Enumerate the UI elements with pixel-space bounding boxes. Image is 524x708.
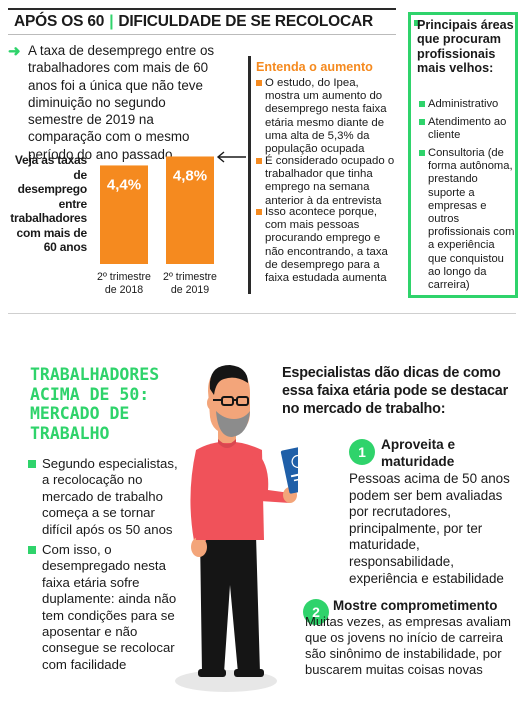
- tip-text: Muitas vezes, as empresas avaliam que os…: [305, 614, 511, 677]
- chart-data-label-2019: 4,8%: [173, 167, 207, 184]
- bottom-title-line: TRABALHADORES: [30, 365, 160, 384]
- entenda-divider-bar: [248, 56, 251, 294]
- man-holding-work-card-illustration: [175, 365, 298, 692]
- tip-title: Mostre comprometimento: [333, 598, 498, 613]
- areas-box: [408, 12, 518, 298]
- areas-item-text: Consultoria (de forma autônoma, prestand…: [428, 147, 515, 292]
- tip-number-badge: 2: [303, 599, 329, 625]
- bullet-square-icon: [28, 546, 36, 554]
- areas-item-text: Administrativo: [428, 98, 499, 110]
- bottom-list-item: Com isso, o desempregado nesta faixa etá…: [28, 542, 188, 673]
- section-header: APÓS OS 60 | DIFICULDADE DE SE RECOLOCAR: [14, 13, 373, 31]
- tips-header: Especialistas dão dicas de como essa fai…: [282, 365, 508, 417]
- bullet-square-icon: [414, 20, 420, 26]
- areas-item: Atendimento ao cliente: [419, 116, 516, 142]
- header-top-rule: [8, 8, 396, 10]
- chart-data-label-2018: 4,4%: [107, 176, 141, 193]
- tip-number-badge: 1: [349, 439, 375, 465]
- header-right-text: DIFICULDADE DE SE RECOLOCAR: [118, 13, 373, 30]
- entenda-item: É considerado ocupado o trabalhador que …: [256, 155, 396, 208]
- chart-bar-2018: [100, 165, 148, 264]
- bottom-title-top: TRABALHADORES ACIMA DE 50:: [30, 365, 159, 404]
- bullet-square-icon: [256, 158, 262, 164]
- bottom-list-item-text: Segundo especialistas, a recolocação no …: [42, 456, 178, 537]
- areas-item: Administrativo: [419, 98, 516, 111]
- bullet-square-icon: [419, 119, 425, 125]
- bottom-title-line: ACIMA DE 50:: [30, 384, 150, 404]
- bottom-title-bottom: MERCADO DE TRABALHO: [30, 404, 129, 443]
- arrow-left-icon: [216, 151, 246, 163]
- entenda-item-text: É considerado ocupado o trabalhador que …: [265, 155, 395, 207]
- header-left-text: APÓS OS 60: [14, 13, 105, 30]
- areas-title: Principais áreas que procuram profission…: [417, 18, 514, 76]
- arrow-right-icon: ➜: [8, 43, 21, 60]
- tip-text: Pessoas acima de 50 anos podem ser bem a…: [349, 471, 510, 586]
- section-divider: [8, 313, 516, 314]
- chart-side-label: Veja as taxas de desemprego entre trabal…: [10, 153, 87, 254]
- bullet-square-icon: [256, 80, 262, 86]
- bullet-square-icon: [28, 460, 36, 468]
- bullet-square-icon: [256, 209, 262, 215]
- entenda-item-text: O estudo, do Ipea, mostra um aumento do …: [265, 77, 387, 156]
- header-separator: |: [109, 13, 114, 30]
- bottom-title-line: MERCADO DE: [30, 404, 130, 423]
- entenda-item: O estudo, do Ipea, mostra um aumento do …: [256, 77, 396, 156]
- bullet-square-icon: [419, 150, 425, 156]
- areas-item-text: Atendimento ao cliente: [428, 116, 507, 142]
- header-bottom-rule: [8, 34, 396, 35]
- areas-item: Consultoria (de forma autônoma, prestand…: [419, 147, 516, 292]
- tip-title: Aproveita e maturidade: [381, 437, 456, 469]
- entenda-item: Isso acontece porque, com mais pessoas p…: [256, 206, 396, 285]
- bullet-square-icon: [419, 101, 425, 107]
- entenda-title: Entenda o aumento: [256, 60, 373, 74]
- chart-bar-2019: [166, 156, 214, 264]
- bottom-title-line: TRABALHO: [30, 423, 110, 443]
- intro-paragraph: A taxa de desemprego entre os trabalhado…: [28, 43, 215, 162]
- unemployment-bar-chart: 4,4% 4,8% 2º trimestre de 2018 2º trimest…: [97, 156, 217, 296]
- chart-category-label-2018: 2º trimestre de 2018: [97, 271, 151, 296]
- bottom-list-item-text: Com isso, o desempregado nesta faixa etá…: [42, 542, 177, 672]
- chart-category-label-2019: 2º trimestre de 2019: [163, 271, 217, 296]
- bottom-list-item: Segundo especialistas, a recolocação no …: [28, 456, 188, 538]
- entenda-item-text: Isso acontece porque, com mais pessoas p…: [265, 206, 388, 285]
